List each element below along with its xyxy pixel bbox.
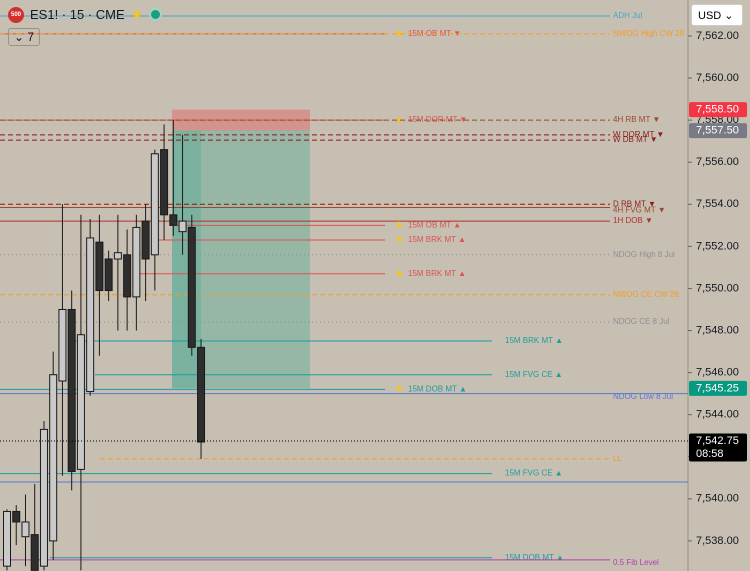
candle-body [76, 334, 85, 470]
level-icon: ★ [395, 384, 404, 395]
level-label: 15M DOB MT ▲ [408, 385, 467, 394]
candle-body [169, 214, 178, 226]
level-label: 15M BRK MT ▲ [408, 269, 466, 278]
plot-area: ADH Jul★ 15M OB MT ▼ NWOG High CW 28★ 15M D… [0, 11, 688, 571]
candle-body [141, 220, 150, 260]
level-label: 4H FVG MT ▼ [613, 206, 666, 215]
price-badge [689, 123, 747, 139]
price-badge [689, 433, 747, 462]
price-badge [689, 102, 747, 118]
y-tick-label: 7,538.00 [696, 535, 739, 547]
level-label: 15M DOB MT ▲ [505, 553, 564, 562]
star-icon[interactable]: ★ [130, 6, 144, 22]
level-label: ADH Jul [613, 11, 643, 20]
candle-body [160, 149, 169, 216]
level-label: NWOG CE CW 28 [613, 290, 679, 299]
y-tick-label: 7,560.00 [696, 72, 739, 84]
level-icon: ★ [395, 235, 404, 246]
candle-body [21, 521, 30, 538]
level-label: 0.5 Fib Level [613, 558, 659, 567]
candle-body [67, 308, 76, 472]
candle-body [95, 241, 104, 292]
candle-body [49, 374, 58, 542]
level-label: 4H RB MT ▼ [613, 115, 660, 124]
y-tick-label: 7,548.00 [696, 324, 739, 336]
level-label: NWOG High CW 28 [613, 29, 685, 38]
price-badge-label: 7,545.25 [696, 382, 739, 394]
level-label: 15M BRK MT ▲ [505, 336, 563, 345]
candle-body [30, 534, 39, 571]
y-tick-label: 7,562.00 [696, 30, 739, 42]
level-label: 15M FVG CE ▲ [505, 469, 563, 478]
level-icon: ★ [395, 268, 404, 279]
level-label: 15M BRK MT ▲ [408, 235, 466, 244]
level-label: NDOG CE 8 Jul [613, 317, 670, 326]
level-label: 15M OB MT ▲ [408, 220, 461, 229]
status-dot [149, 8, 163, 21]
candle-body [86, 237, 95, 393]
candle-body [197, 346, 206, 443]
currency-select[interactable]: USD ⌄ [691, 4, 743, 26]
level-label: D RB MT ▼ [613, 199, 656, 208]
candle-body [39, 428, 48, 567]
indicator-toggle[interactable]: ⌄ 7 [8, 28, 41, 46]
level-label: NDOG High 8 Jul [613, 250, 675, 259]
level-label: LL [613, 454, 622, 463]
level-icon: ★ [395, 115, 404, 126]
candle-body [123, 254, 132, 298]
y-tick-label: 7,550.00 [696, 282, 739, 294]
y-tick-label: 7,544.00 [696, 409, 739, 421]
candle-body [113, 252, 122, 260]
y-tick-label: 7,546.00 [696, 367, 739, 379]
countdown: 08:58 [696, 448, 724, 460]
currency: USD [698, 10, 722, 22]
price-badge-label: 7,542.75 [696, 435, 739, 447]
symbol-logo: 500 [8, 6, 24, 23]
candle-body [178, 220, 187, 233]
indicator-count: 7 [27, 30, 35, 44]
target-zone-filled [172, 130, 201, 389]
candle-body [187, 226, 196, 348]
y-tick-label: 7,540.00 [696, 493, 739, 505]
symbol-title: ES1! · 15 · CME [30, 7, 125, 22]
symbol-header[interactable]: 500 ES1! · 15 · CME ★ [8, 6, 163, 23]
level-label: 15M DOR MT ▼ [408, 115, 467, 124]
price-badge-label: 7,558.50 [696, 104, 739, 116]
level-label: 1H DOB ▼ [613, 216, 653, 225]
price-badge [689, 380, 747, 396]
price-axis-bg [688, 0, 750, 571]
candle-body [3, 510, 11, 567]
candle-body [104, 258, 113, 292]
price-badge-label: 7,557.50 [696, 125, 739, 137]
candle-body [132, 226, 141, 298]
y-tick-label: 7,552.00 [696, 240, 739, 252]
candle-body [150, 153, 159, 256]
candle-body [12, 510, 21, 523]
y-tick-label: 7,554.00 [696, 198, 739, 210]
level-icon: ★ [395, 220, 404, 231]
level-icon: ★ [395, 29, 404, 40]
level-label: 15M FVG CE ▲ [505, 370, 563, 379]
y-tick-label: 7,556.00 [696, 156, 739, 168]
level-label: NDOG Low 8 Jul [613, 392, 673, 401]
level-label: W DOR MT ▼ [613, 130, 664, 139]
level-label: W DB MT ▼ [613, 135, 658, 144]
candle-body [58, 308, 67, 382]
